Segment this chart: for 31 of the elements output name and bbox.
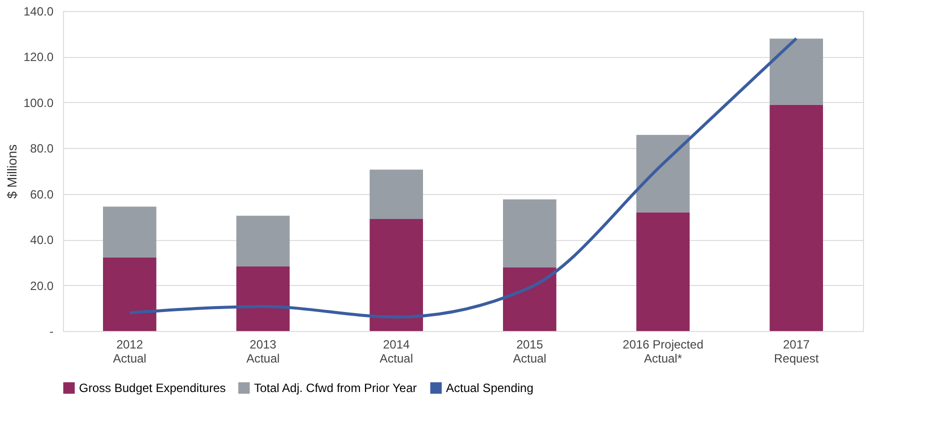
x-tick-label: 2016 Projected Actual* [622, 338, 704, 366]
y-tick-label: 100.0 [23, 96, 54, 110]
bar [770, 38, 823, 105]
legend-label: Gross Budget Expenditures [79, 381, 226, 395]
x-tick-label: 2015 Actual [512, 338, 546, 366]
y-tick-label: - [50, 324, 54, 338]
bar [236, 266, 290, 331]
y-tick-label: 40.0 [30, 233, 54, 248]
y-tick-label: 80.0 [30, 142, 54, 156]
y-tick-label: 60.0 [30, 187, 54, 202]
legend-label: Actual Spending [446, 381, 534, 395]
bar [370, 219, 423, 331]
bar [636, 212, 690, 331]
bar [636, 134, 690, 212]
bar [503, 267, 556, 331]
bar [103, 206, 156, 258]
legend-label: Total Adj. Cfwd from Prior Year [254, 381, 417, 395]
y-tick-label: 20.0 [30, 278, 54, 293]
x-tick-label: 2012 Actual [112, 338, 146, 366]
y-tick-label: 120.0 [23, 50, 54, 64]
bar [103, 257, 156, 331]
bar [370, 170, 423, 219]
line-series [128, 36, 798, 319]
x-tick-label: 2013 Actual [246, 338, 280, 366]
bar [503, 199, 556, 268]
bar [236, 216, 290, 267]
y-axis-title: $ Millions [4, 144, 20, 199]
x-tick-label: 2017 Request [774, 338, 820, 366]
y-tick-label: 140.0 [23, 4, 54, 18]
bar [770, 104, 823, 331]
x-tick-label: 2014 Actual [380, 338, 414, 366]
